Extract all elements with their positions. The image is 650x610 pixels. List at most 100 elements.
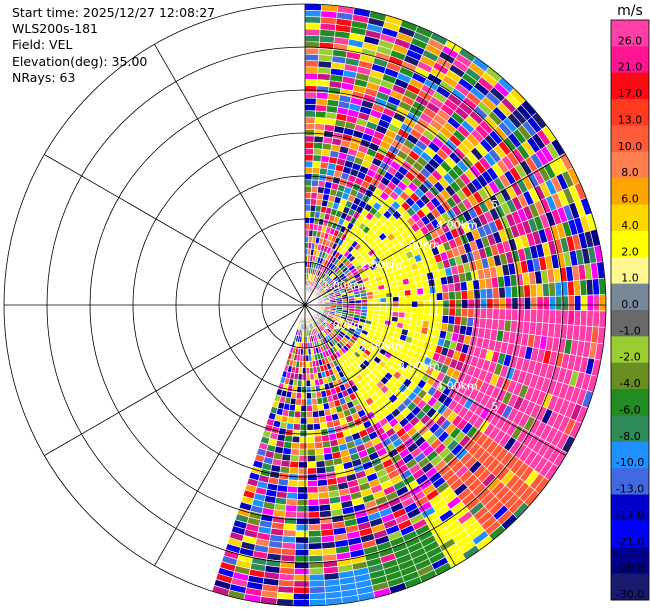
velocity-gate	[435, 307, 444, 316]
range-ring-label: 4.00km	[436, 380, 478, 393]
colorbar-tick-label: -8.0	[619, 430, 640, 443]
velocity-gate	[308, 536, 322, 544]
velocity-gate	[360, 299, 368, 304]
velocity-gate	[301, 379, 307, 387]
velocity-gate	[309, 592, 326, 601]
velocity-gate	[289, 454, 300, 462]
velocity-gate	[304, 97, 317, 105]
velocity-gate	[308, 542, 323, 550]
velocity-gate	[295, 392, 302, 400]
velocity-gate	[307, 504, 320, 513]
velocity-gate	[511, 308, 519, 322]
velocity-gate	[592, 294, 601, 312]
velocity-gate	[448, 291, 456, 301]
velocity-gate	[498, 297, 506, 310]
velocity-gate	[573, 310, 582, 326]
velocity-gate	[567, 309, 575, 326]
velocity-gate	[392, 306, 400, 313]
velocity-gate	[517, 308, 525, 322]
velocity-gate	[467, 298, 475, 309]
velocity-gate	[391, 291, 400, 298]
velocity-gate	[306, 411, 314, 419]
velocity-gate	[310, 198, 318, 206]
velocity-gate	[293, 580, 310, 588]
velocity-gate	[307, 523, 322, 532]
velocity-gate	[379, 301, 387, 307]
velocity-gate	[299, 430, 308, 437]
velocity-gate	[304, 116, 316, 124]
velocity-gate	[586, 294, 594, 312]
velocity-gate	[510, 285, 519, 299]
velocity-sweep	[211, 3, 607, 607]
range-ring-label: 5	[491, 198, 498, 211]
velocity-gate	[315, 98, 328, 106]
velocity-gate	[295, 536, 309, 544]
velocity-gate	[304, 104, 317, 112]
range-ring-label: 3.00km	[398, 238, 440, 251]
velocity-gate	[548, 309, 557, 325]
velocity-gate	[316, 91, 329, 100]
velocity-gate	[305, 373, 311, 381]
velocity-gate	[423, 293, 431, 302]
velocity-gate	[386, 301, 394, 308]
velocity-gate	[454, 290, 462, 301]
velocity-gate	[304, 229, 310, 237]
velocity-gate	[373, 297, 381, 303]
velocity-gate	[554, 309, 563, 325]
velocity-gate	[416, 313, 425, 321]
velocity-gate	[304, 160, 314, 168]
velocity-gate	[448, 307, 456, 317]
velocity-gate	[523, 309, 532, 323]
velocity-gate	[308, 529, 322, 538]
colorbar-tick-label: -4.0	[619, 377, 640, 390]
velocity-gate	[312, 160, 322, 169]
velocity-gate	[423, 300, 431, 308]
velocity-gate	[529, 283, 538, 298]
velocity-gate	[312, 154, 322, 162]
velocity-gate	[479, 308, 488, 319]
velocity-gate	[294, 404, 302, 412]
velocity-gate	[411, 300, 419, 308]
velocity-gate	[302, 361, 307, 369]
velocity-gate	[379, 297, 387, 303]
velocity-gate	[403, 289, 412, 297]
velocity-gate	[442, 291, 450, 301]
velocity-gate	[297, 480, 309, 488]
velocity-gate	[296, 505, 309, 513]
velocity-gate	[290, 448, 300, 456]
range-ring-label: 2.00km	[360, 339, 402, 352]
velocity-gate	[392, 301, 400, 308]
velocity-gate	[410, 306, 419, 314]
range-ring-label: 4.00km	[436, 218, 478, 231]
velocity-gate	[312, 410, 320, 418]
velocity-gate	[361, 302, 369, 307]
colorbar-tick-label: -6.0	[619, 404, 640, 417]
velocity-gate	[404, 295, 412, 302]
velocity-gate	[304, 198, 312, 206]
colorbar-tick-label: 4.0	[621, 219, 639, 232]
velocity-gate	[296, 498, 309, 506]
velocity-gate	[284, 510, 298, 519]
velocity-gate	[304, 47, 320, 55]
velocity-gate	[304, 223, 310, 231]
velocity-gate	[385, 306, 394, 312]
velocity-gate	[548, 282, 556, 297]
velocity-gate	[417, 300, 425, 308]
colorbar-tick-label: -17.0	[616, 509, 644, 522]
velocity-gate	[312, 416, 321, 425]
velocity-gate	[308, 548, 323, 557]
range-ring-label: 3.00km	[398, 360, 440, 373]
velocity-gate	[308, 567, 325, 575]
velocity-gate	[505, 297, 513, 310]
velocity-gate	[294, 555, 310, 563]
velocity-gate	[554, 281, 563, 297]
velocity-gate	[298, 442, 308, 450]
range-ring-label: 1.00km	[322, 279, 364, 292]
velocity-gate	[309, 598, 327, 607]
velocity-gate	[404, 306, 412, 314]
velocity-gate	[300, 392, 307, 400]
velocity-gate	[434, 284, 443, 294]
velocity-gate	[294, 549, 310, 557]
elevation-angle: Elevation(deg): 35.00	[12, 53, 148, 69]
